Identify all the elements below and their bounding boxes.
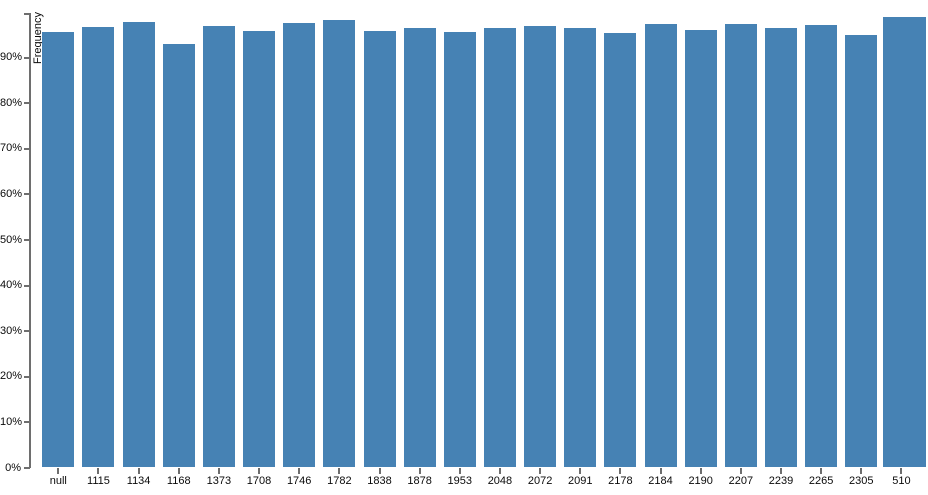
x-tick-label: 1878 [407,475,432,487]
x-tick-label: 1373 [206,475,232,487]
bar-510 [883,17,927,468]
y-tick [24,421,30,424]
bar-1373 [202,26,235,468]
y-tick-label: 50% [0,233,23,246]
bar-1115 [82,26,115,468]
bar-1878 [403,27,436,468]
x-tick-label: 1953 [447,475,473,487]
bar-2091 [564,28,597,468]
y-tick-label: 90% [0,51,23,64]
x-tick-label: 2184 [648,475,673,487]
x-tick-label: 2178 [608,475,633,487]
bar-1708 [243,31,276,468]
bar-2190 [684,29,717,468]
y-axis-line [29,13,31,468]
x-tick [137,468,140,474]
y-tick [24,239,30,241]
x-tick-label: 2072 [527,475,553,487]
x-tick-label: 1838 [367,475,392,487]
bar-2207 [724,23,757,468]
x-tick [498,468,501,474]
bar-1168 [162,44,195,468]
x-tick [820,468,823,474]
y-tick-label: 70% [0,142,23,155]
x-tick-label: 2265 [808,475,834,487]
y-tick [24,375,30,378]
y-tick [24,147,30,150]
y-tick-label: 20% [0,370,23,383]
y-tick [24,284,30,287]
bar-2178 [604,32,637,468]
x-tick-label: 1168 [166,475,191,487]
x-tick-label: 2239 [768,475,794,487]
x-tick [338,468,341,474]
bar-1782 [323,20,356,468]
y-tick-label: 60% [0,187,23,200]
x-tick-label: 1708 [246,475,272,487]
x-tick-label: 1746 [286,475,312,487]
bar-1838 [363,30,396,468]
x-tick [619,468,622,474]
bar-2305 [845,34,878,468]
bar-1134 [122,22,155,468]
x-tick-label: 2207 [728,475,754,487]
x-tick [780,468,782,474]
x-tick-label: 1782 [327,475,352,487]
x-tick [539,468,542,474]
x-tick [739,468,742,474]
y-tick [24,102,30,105]
x-tick [97,468,100,474]
y-tick [24,330,30,333]
x-tick-label: null [49,475,67,487]
bar-2265 [805,24,838,468]
x-tick [57,468,60,474]
x-tick-label: 1115 [87,475,110,487]
x-tick [699,468,702,474]
x-tick [659,468,662,474]
y-axis-top-tick [24,13,30,15]
x-tick-label: 2190 [688,475,713,487]
x-tick [298,468,301,474]
y-tick-label: 30% [0,324,23,337]
bar-2048 [483,28,516,468]
y-tick-label: 0% [5,461,21,474]
x-tick [378,468,381,474]
x-tick [217,468,220,474]
bar-2184 [644,23,677,468]
y-tick [24,467,30,469]
x-tick [900,468,903,474]
x-tick [458,468,461,474]
bar-2239 [765,28,797,468]
x-tick [579,468,582,474]
y-tick [24,193,30,196]
y-tick-label: 10% [0,415,23,428]
x-tick-label: 2048 [487,475,513,487]
x-tick-label: 510 [892,475,911,487]
x-tick [418,468,421,474]
x-tick [860,468,863,474]
bar-1746 [283,23,316,468]
y-tick-label: 80% [0,96,23,109]
bar-null [42,31,75,468]
x-tick [258,468,261,474]
x-tick [177,468,180,474]
x-tick-label: 1134 [126,475,151,487]
bar-1953 [443,32,476,468]
bar-2072 [524,26,557,468]
x-tick-label: 2091 [568,475,593,487]
x-tick-label: 2305 [849,475,874,487]
y-tick-label: 40% [0,279,23,292]
y-tick [24,56,30,59]
